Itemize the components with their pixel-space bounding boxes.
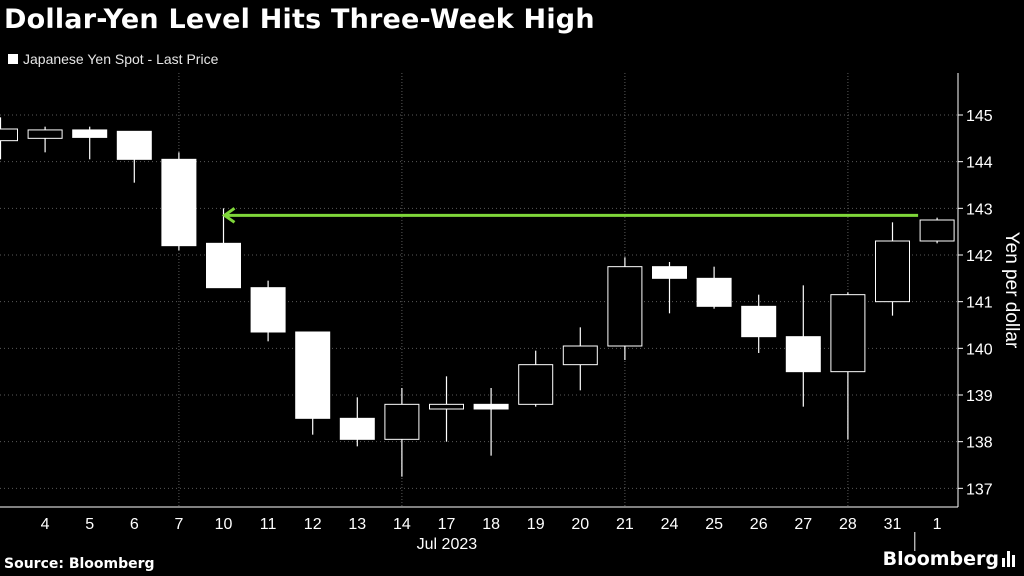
annotation-arrow-head bbox=[221, 207, 236, 224]
candle-body bbox=[785, 336, 821, 373]
y-tick-label: 137 bbox=[966, 481, 993, 498]
source-note: Source: Bloomberg bbox=[4, 556, 155, 572]
x-tick-label: 14 bbox=[393, 516, 411, 533]
candle-body bbox=[295, 331, 331, 419]
y-tick-label: 140 bbox=[966, 341, 993, 358]
candle-body bbox=[830, 294, 866, 373]
candle-body bbox=[161, 158, 197, 247]
x-tick-label: 27 bbox=[794, 516, 812, 533]
candle-body bbox=[696, 277, 732, 307]
x-tick-label: 13 bbox=[348, 516, 366, 533]
candle-body bbox=[206, 242, 241, 289]
legend-swatch bbox=[8, 54, 18, 64]
candle-body bbox=[27, 129, 63, 139]
x-tick-label: 6 bbox=[130, 516, 139, 533]
x-tick-label: 4 bbox=[41, 516, 50, 533]
candle-body bbox=[0, 128, 18, 142]
x-tick-label: 11 bbox=[260, 516, 277, 533]
x-tick-label: 1 bbox=[933, 516, 942, 533]
chart-title: Dollar-Yen Level Hits Three-Week High bbox=[4, 4, 595, 35]
x-tick-label: 17 bbox=[438, 516, 456, 533]
x-tick-label: 19 bbox=[527, 516, 545, 533]
candle-body bbox=[384, 403, 420, 440]
x-tick-label: 12 bbox=[304, 516, 322, 533]
candle-body bbox=[72, 129, 108, 138]
y-tick-label: 142 bbox=[966, 248, 993, 265]
brand-name: Bloomberg bbox=[882, 548, 999, 570]
candle-body bbox=[562, 345, 598, 366]
y-tick-label: 138 bbox=[966, 435, 993, 452]
x-tick-label: 7 bbox=[174, 516, 183, 533]
x-tick-label: 25 bbox=[705, 516, 723, 533]
candle-body bbox=[518, 364, 554, 405]
y-tick-label: 139 bbox=[966, 388, 993, 405]
y-tick-label: 143 bbox=[966, 201, 993, 218]
legend: Japanese Yen Spot - Last Price bbox=[8, 51, 218, 67]
x-month-label: Jul 2023 bbox=[417, 536, 478, 553]
x-tick-label: 10 bbox=[215, 516, 233, 533]
x-tick-label: 18 bbox=[482, 516, 500, 533]
y-tick-label: 144 bbox=[966, 155, 993, 172]
x-tick-label: 24 bbox=[661, 516, 679, 533]
x-tick-label: 26 bbox=[750, 516, 768, 533]
candle-body bbox=[250, 287, 286, 333]
candle-body bbox=[741, 305, 777, 338]
brand-logo: Bloomberg bbox=[883, 548, 1016, 570]
x-tick-label: 31 bbox=[884, 516, 902, 533]
candle-body bbox=[652, 266, 687, 279]
x-tick-label: 28 bbox=[839, 516, 857, 533]
candle-body bbox=[473, 403, 509, 410]
x-tick-label: 5 bbox=[85, 516, 94, 533]
candle-body bbox=[116, 130, 152, 160]
x-tick-label: 20 bbox=[571, 516, 589, 533]
candle-body bbox=[875, 240, 910, 303]
candle-body bbox=[429, 403, 464, 410]
candle-body bbox=[339, 417, 375, 440]
legend-label: Japanese Yen Spot - Last Price bbox=[23, 51, 219, 67]
bloomberg-bars-icon bbox=[1002, 551, 1016, 567]
y-axis-title: Yen per dollar bbox=[1001, 232, 1022, 349]
y-tick-label: 141 bbox=[966, 295, 993, 312]
y-tick-label: 145 bbox=[966, 108, 993, 125]
candle-body bbox=[919, 219, 955, 242]
x-tick-label: 21 bbox=[616, 516, 634, 533]
candle-body bbox=[607, 266, 643, 347]
